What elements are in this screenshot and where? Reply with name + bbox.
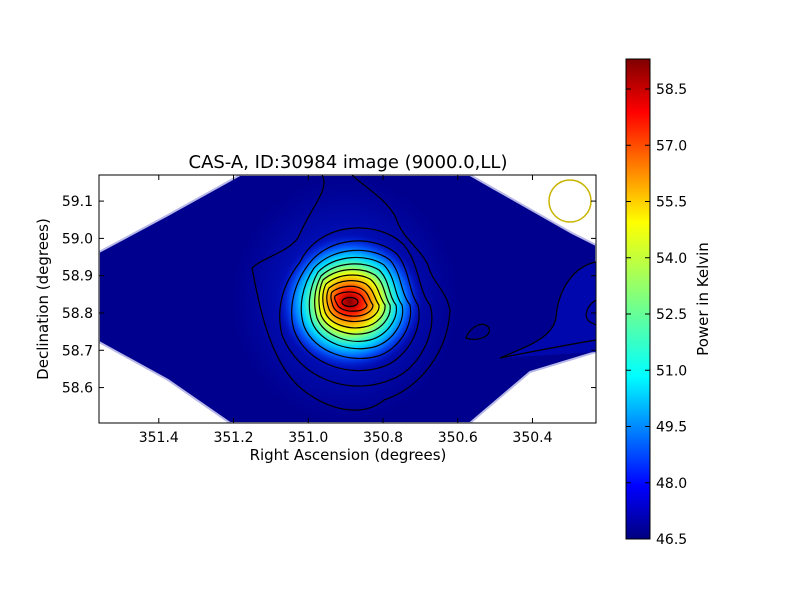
contour-line: [279, 227, 433, 387]
y-tick-label: 58.8: [62, 306, 93, 322]
plot-area: [99, 175, 596, 423]
x-tick-label: 350.8: [363, 430, 403, 446]
plot-frame: [98, 174, 597, 424]
colorbar-tick-label: 51.0: [656, 363, 687, 379]
colorbar-tick-label: 54.0: [656, 251, 687, 267]
contour-line: [499, 261, 596, 359]
y-axis-label: Declination (degrees): [34, 218, 52, 380]
right-edge-feature: [500, 262, 596, 358]
x-tick-label: 350.4: [512, 430, 552, 446]
colorbar-ticks: 46.5 48.0 49.5 51.0 52.5 54.0 55.5 57.0 58.5: [626, 82, 687, 548]
colorbar-tick-label: 49.5: [656, 420, 687, 436]
contour-line: [465, 323, 490, 340]
chart-title: CAS-A, ID:30984 image (9000.0,LL): [189, 152, 508, 173]
y-tick-label: 59.0: [62, 231, 93, 247]
x-tick-label: 351.2: [213, 430, 253, 446]
colorbar-tick-label: 48.0: [656, 476, 687, 492]
y-tick-label: 58.6: [62, 381, 93, 397]
contour-line: [300, 249, 412, 360]
y-tick-label: 58.7: [62, 343, 93, 359]
contour-line: [314, 263, 397, 342]
x-tick-label: 351.4: [139, 430, 179, 446]
contour-line: [318, 269, 391, 335]
contour-line: [322, 274, 386, 329]
contour-line: [585, 299, 596, 326]
y-tick-label: 58.9: [62, 269, 93, 285]
contour-line: [341, 296, 359, 308]
contour-line: [334, 291, 368, 312]
colorbar-tick-label: 52.5: [656, 307, 687, 323]
y-tick-label: 59.1: [62, 194, 93, 210]
x-tick-label: 351.0: [288, 430, 328, 446]
y-axis-ticks: 58.6 58.7 58.8 58.9 59.0 59.1: [62, 194, 596, 397]
contour-line: [308, 256, 404, 350]
x-tick-label: 350.6: [438, 430, 478, 446]
colorbar-tick-label: 55.5: [656, 195, 687, 211]
colorbar-tick-label: 57.0: [656, 138, 687, 154]
contour-lines: [251, 175, 596, 411]
contour-line: [291, 240, 420, 372]
colorbar-label: Power in Kelvin: [694, 242, 712, 356]
x-axis-label: Right Ascension (degrees): [250, 446, 447, 464]
x-axis-ticks: 351.4 351.2 351.0 350.8 350.6 350.4: [139, 175, 553, 446]
contour-line: [330, 285, 374, 317]
colorbar-tick-label: 46.5: [656, 532, 687, 548]
contour-line: [251, 175, 451, 411]
contour-line: [326, 280, 380, 323]
colorbar-tick-label: 58.5: [656, 82, 687, 98]
colorbar: [625, 58, 651, 540]
